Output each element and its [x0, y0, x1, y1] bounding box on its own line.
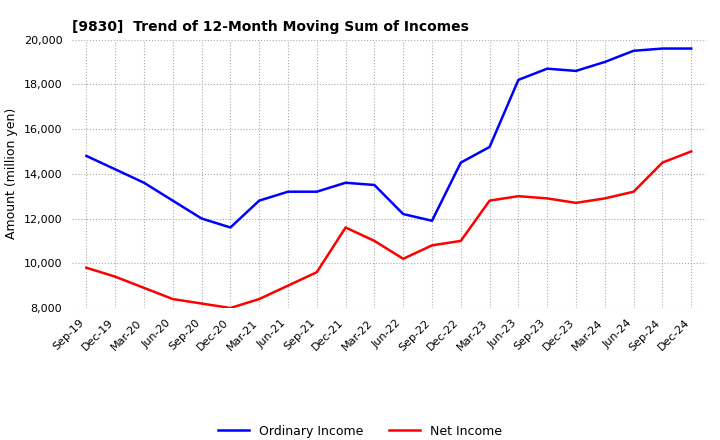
Legend: Ordinary Income, Net Income: Ordinary Income, Net Income: [213, 420, 507, 440]
Ordinary Income: [168, 198, 177, 203]
Net Income: [572, 200, 580, 205]
Net Income: [485, 198, 494, 203]
Net Income: [456, 238, 465, 244]
Net Income: [543, 196, 552, 201]
Line: Net Income: Net Income: [86, 151, 691, 308]
Ordinary Income: [629, 48, 638, 53]
Ordinary Income: [111, 167, 120, 172]
Net Income: [370, 238, 379, 244]
Text: [9830]  Trend of 12-Month Moving Sum of Incomes: [9830] Trend of 12-Month Moving Sum of I…: [72, 20, 469, 34]
Net Income: [629, 189, 638, 194]
Ordinary Income: [428, 218, 436, 224]
Ordinary Income: [140, 180, 148, 185]
Net Income: [226, 305, 235, 311]
Ordinary Income: [485, 144, 494, 150]
Ordinary Income: [197, 216, 206, 221]
Net Income: [399, 256, 408, 261]
Net Income: [197, 301, 206, 306]
Ordinary Income: [312, 189, 321, 194]
Ordinary Income: [399, 212, 408, 217]
Net Income: [168, 297, 177, 302]
Net Income: [428, 243, 436, 248]
Ordinary Income: [82, 153, 91, 158]
Ordinary Income: [658, 46, 667, 51]
Y-axis label: Amount (million yen): Amount (million yen): [5, 108, 18, 239]
Net Income: [255, 297, 264, 302]
Net Income: [658, 160, 667, 165]
Ordinary Income: [572, 68, 580, 73]
Ordinary Income: [341, 180, 350, 185]
Net Income: [111, 274, 120, 279]
Net Income: [687, 149, 696, 154]
Ordinary Income: [255, 198, 264, 203]
Ordinary Income: [284, 189, 292, 194]
Net Income: [312, 270, 321, 275]
Net Income: [140, 285, 148, 290]
Net Income: [514, 194, 523, 199]
Ordinary Income: [370, 182, 379, 187]
Ordinary Income: [226, 225, 235, 230]
Net Income: [284, 283, 292, 288]
Net Income: [600, 196, 609, 201]
Line: Ordinary Income: Ordinary Income: [86, 48, 691, 227]
Ordinary Income: [600, 59, 609, 65]
Ordinary Income: [514, 77, 523, 83]
Ordinary Income: [543, 66, 552, 71]
Ordinary Income: [456, 160, 465, 165]
Net Income: [82, 265, 91, 270]
Net Income: [341, 225, 350, 230]
Ordinary Income: [687, 46, 696, 51]
